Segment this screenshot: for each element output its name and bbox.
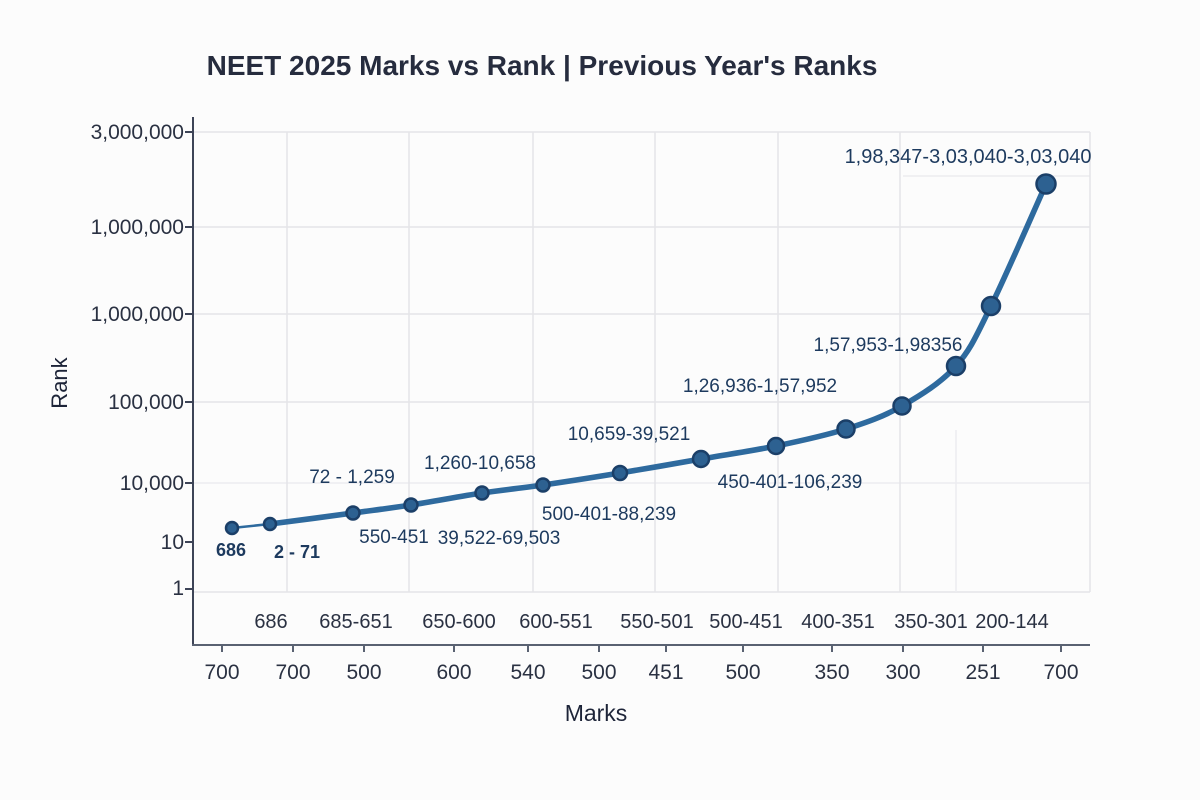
svg-text:700: 700 <box>275 661 310 684</box>
svg-text:1,000,000: 1,000,000 <box>91 216 184 239</box>
svg-text:39,522-69,503: 39,522-69,503 <box>438 528 561 549</box>
svg-text:300: 300 <box>885 661 920 684</box>
svg-text:500: 500 <box>725 661 760 684</box>
svg-text:686: 686 <box>254 611 287 633</box>
svg-text:500: 500 <box>346 661 381 684</box>
svg-text:NEET 2025 Marks vs Rank | Prev: NEET 2025 Marks vs Rank | Previous Year'… <box>207 50 878 81</box>
svg-text:650-600: 650-600 <box>422 611 495 633</box>
svg-text:251: 251 <box>965 661 1000 684</box>
svg-text:400-351: 400-351 <box>801 611 874 633</box>
svg-text:Marks: Marks <box>565 700 628 726</box>
svg-text:10,659-39,521: 10,659-39,521 <box>568 424 691 445</box>
svg-text:700: 700 <box>204 661 239 684</box>
svg-text:Rank: Rank <box>47 356 72 408</box>
svg-text:500: 500 <box>581 661 616 684</box>
svg-text:200-144: 200-144 <box>975 611 1048 633</box>
svg-text:3,000,000: 3,000,000 <box>91 121 184 144</box>
svg-text:10,000: 10,000 <box>120 472 184 495</box>
svg-text:451: 451 <box>648 661 683 684</box>
svg-text:2 - 71: 2 - 71 <box>274 542 320 562</box>
svg-text:685-651: 685-651 <box>319 611 392 633</box>
svg-text:10: 10 <box>161 531 184 554</box>
svg-text:550-501: 550-501 <box>620 611 693 633</box>
svg-text:1,57,953-1,98356: 1,57,953-1,98356 <box>814 335 963 356</box>
svg-text:700: 700 <box>1043 661 1078 684</box>
svg-text:550-451: 550-451 <box>359 527 429 548</box>
svg-text:100,000: 100,000 <box>108 391 184 414</box>
svg-text:500-401-88,239: 500-401-88,239 <box>542 504 676 525</box>
svg-text:540: 540 <box>510 661 545 684</box>
svg-text:350: 350 <box>814 661 849 684</box>
svg-text:600: 600 <box>436 661 471 684</box>
svg-text:500-451: 500-451 <box>709 611 782 633</box>
svg-text:600-551: 600-551 <box>519 611 592 633</box>
svg-text:1,000,000: 1,000,000 <box>91 303 184 326</box>
svg-text:72 - 1,259: 72 - 1,259 <box>309 467 395 488</box>
svg-text:350-301: 350-301 <box>894 611 967 633</box>
svg-text:450-401-106,239: 450-401-106,239 <box>718 472 863 493</box>
svg-text:1,260-10,658: 1,260-10,658 <box>424 453 536 474</box>
svg-text:1: 1 <box>172 577 184 600</box>
svg-text:1,26,936-1,57,952: 1,26,936-1,57,952 <box>683 376 837 397</box>
svg-text:686: 686 <box>216 540 246 560</box>
svg-text:1,98,347-3,03,040-3,03,040: 1,98,347-3,03,040-3,03,040 <box>845 146 1092 168</box>
